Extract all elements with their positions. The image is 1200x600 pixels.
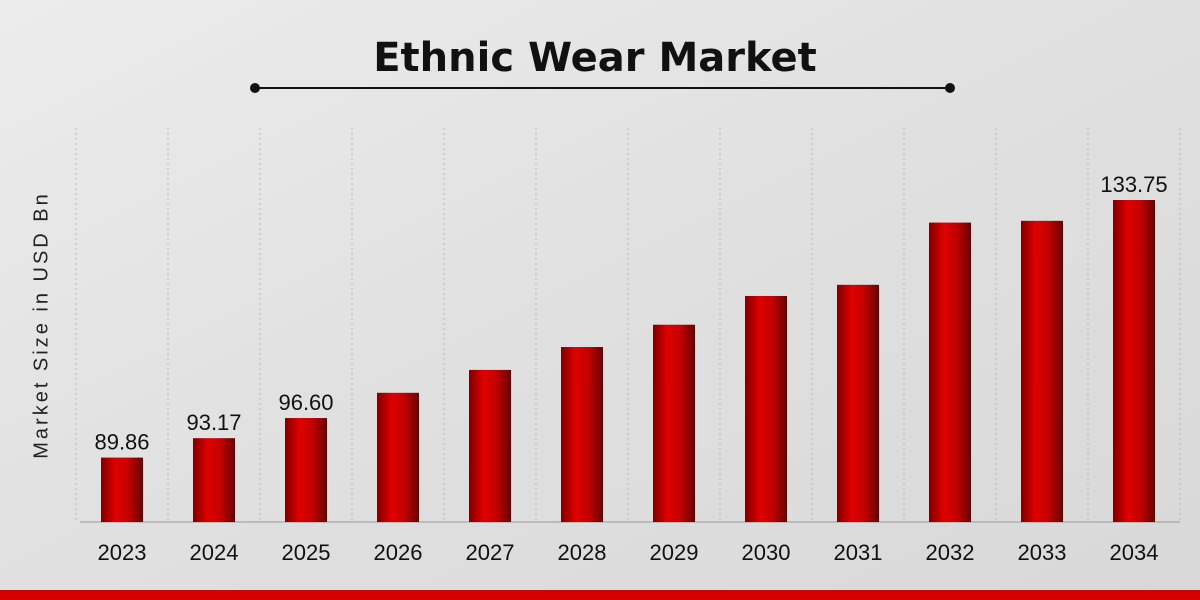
rule-dot (250, 83, 260, 93)
bar (1113, 200, 1155, 522)
bar (101, 457, 143, 522)
bar (653, 324, 695, 522)
value-label: 96.60 (278, 390, 333, 415)
x-tick-label: 2031 (834, 540, 883, 565)
bar (745, 295, 787, 522)
value-label: 93.17 (186, 410, 241, 435)
x-tick-label: 2033 (1018, 540, 1067, 565)
bar (561, 347, 603, 522)
x-tick-label: 2025 (282, 540, 331, 565)
bar (1021, 220, 1063, 522)
bar (377, 392, 419, 522)
x-tick-label: 2034 (1110, 540, 1159, 565)
bar (929, 222, 971, 522)
x-tick-label: 2029 (650, 540, 699, 565)
bottom-strip (0, 590, 1200, 600)
rule-dot (945, 83, 955, 93)
bar (193, 438, 235, 522)
x-tick-label: 2026 (374, 540, 423, 565)
x-tick-label: 2028 (558, 540, 607, 565)
value-label: 89.86 (94, 429, 149, 454)
value-label: 133.75 (1100, 172, 1167, 197)
x-tick-label: 2032 (926, 540, 975, 565)
bar (285, 418, 327, 522)
y-axis-label: Market Size in USD Bn (30, 191, 52, 459)
x-tick-label: 2023 (98, 540, 147, 565)
chart-title: Ethnic Wear Market (373, 35, 817, 81)
bar (837, 284, 879, 522)
x-tick-label: 2027 (466, 540, 515, 565)
bar (469, 369, 511, 522)
x-tick-label: 2030 (742, 540, 791, 565)
x-tick-label: 2024 (190, 540, 239, 565)
